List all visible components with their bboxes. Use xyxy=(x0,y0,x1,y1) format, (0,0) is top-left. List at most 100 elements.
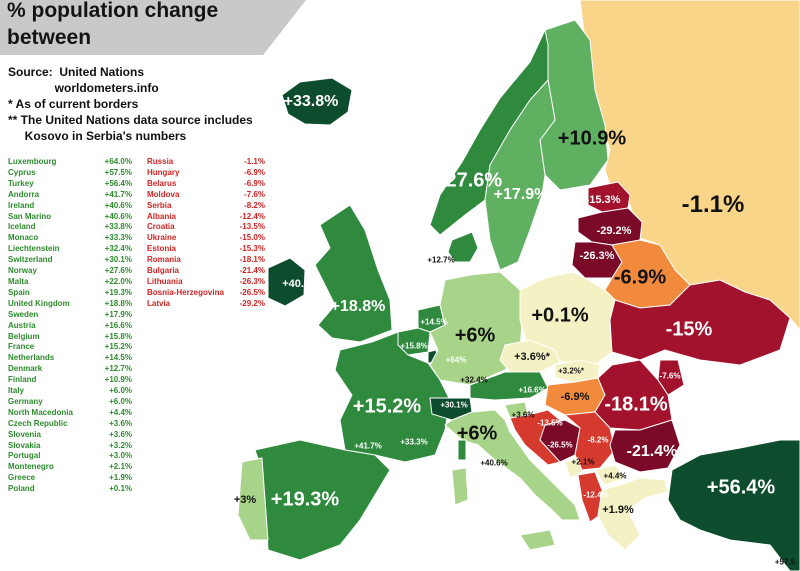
label-hungary: -6.9% xyxy=(560,391,590,403)
greece-region xyxy=(597,477,669,551)
label-netherlands: +14.5% xyxy=(420,317,448,327)
label-france: +15.2% xyxy=(352,395,422,418)
legend-row: Russia -1.1% xyxy=(147,157,265,168)
legend-country: Iceland xyxy=(8,222,36,232)
legend-value: +4.4% xyxy=(109,407,132,417)
label-liechtenstein: +32.4% xyxy=(460,375,488,385)
legend-country: Ireland xyxy=(8,200,35,210)
legend-value: +64.0% xyxy=(104,157,132,166)
label-slovakia: +3.2%* xyxy=(557,366,585,376)
legend-country: Finland xyxy=(8,375,37,385)
legend-row: North Macedonia +4.4% xyxy=(8,408,132,419)
label-italy: +6% xyxy=(456,422,498,445)
legend-country: Lithuania xyxy=(147,276,183,286)
legend-row: Czech Republic +3.6% xyxy=(8,419,132,430)
legend-value: +40.6% xyxy=(104,200,132,210)
legend-row: Hungary -6.9% xyxy=(147,168,265,179)
legend-country: Sweden xyxy=(8,309,39,319)
legend-value: +15.2% xyxy=(104,342,132,352)
montenegro-region xyxy=(564,457,583,479)
macedonia-region xyxy=(594,464,626,486)
legend-row: Monaco +33.3% xyxy=(8,233,132,244)
legend-row: San Marino +40.6% xyxy=(8,212,132,223)
legend-row: Portugal +3.0% xyxy=(8,451,132,462)
legend-country: Germany xyxy=(8,396,43,406)
legend-row: Montenegro +2.1% xyxy=(8,462,132,473)
legend-value: +12.7% xyxy=(104,364,132,374)
legend-row: Croatia -13.5% xyxy=(147,222,265,233)
turkey-region xyxy=(667,439,800,571)
legend-row: Luxembourg +64.0% xyxy=(8,157,132,168)
legend-country: Romania xyxy=(147,255,181,265)
portugal-region xyxy=(237,457,269,541)
legend-row: Liechtenstein +32.4% xyxy=(8,244,132,255)
legend-row: Latvia -29.2% xyxy=(147,299,265,310)
legend-value: +56.4% xyxy=(104,178,132,188)
legend-country: Serbia xyxy=(147,200,172,210)
legend-value: +40.6% xyxy=(104,211,132,221)
label-norway: +27.6% xyxy=(433,169,503,192)
legend-country: Luxembourg xyxy=(8,157,57,166)
legend-country: Hungary xyxy=(147,167,180,177)
legend-country: Cyprus xyxy=(8,167,36,177)
legend-row: Belgium +15.8% xyxy=(8,332,132,343)
legend-row: Slovakia +3.2% xyxy=(8,441,132,452)
label-luxembourg: +64% xyxy=(445,355,467,365)
legend-country: Czech Republic xyxy=(8,418,68,428)
legend-value: +33.8% xyxy=(104,222,132,232)
label-monaco: +33.3% xyxy=(400,437,428,447)
source-line-2: worldometers.info xyxy=(8,81,159,95)
legend-value: +32.4% xyxy=(104,244,132,254)
legend-value: +6.0% xyxy=(109,396,132,406)
legend-country: Turkey xyxy=(8,178,34,188)
label-poland: +0.1% xyxy=(531,304,589,327)
legend-row: Romania -18.1% xyxy=(147,255,265,266)
legend-value: +16.6% xyxy=(104,320,132,330)
legend-row: Poland +0.1% xyxy=(8,484,132,495)
label-serbia: -8.2% xyxy=(587,435,609,445)
label-germany: +6% xyxy=(454,324,496,347)
legend-country: Denmark xyxy=(8,364,43,374)
legend-country: Ukraine xyxy=(147,233,177,243)
label-sweden: +17.9% xyxy=(493,186,549,203)
legend-country: Moldova xyxy=(147,189,180,199)
legend-value: -6.9% xyxy=(244,167,265,177)
label-sanmarino: +40.6% xyxy=(480,458,508,468)
label-lithuania: -26.3% xyxy=(579,250,615,262)
label-switzerland: +30.1% xyxy=(440,400,468,410)
legend-country: Austria xyxy=(8,320,36,330)
label-iceland: +33.8% xyxy=(283,93,339,110)
legend-country: Liechtenstein xyxy=(8,244,60,254)
label-finland: +10.9% xyxy=(557,127,627,150)
legend-country: Estonia xyxy=(147,244,176,254)
label-montenegro: +2.1% xyxy=(571,457,595,467)
legend-row: Turkey +56.4% xyxy=(8,179,132,190)
legend-country: Slovenia xyxy=(8,429,41,439)
label-albania: -12.4% xyxy=(583,490,609,500)
legend-value: +2.1% xyxy=(109,462,132,472)
uk-region xyxy=(314,204,393,343)
legend-country: Malta xyxy=(8,276,29,286)
legend-value: +19.3% xyxy=(104,287,132,297)
label-estonia: -15.3% xyxy=(585,194,621,206)
sicily-region xyxy=(519,529,556,551)
label-macedonia: +4.4% xyxy=(603,471,627,481)
label-turkey: +56.4% xyxy=(706,476,776,499)
legend-row: Germany +6.0% xyxy=(8,397,132,408)
legend-row: Ireland +40.6% xyxy=(8,201,132,212)
legend-country: Norway xyxy=(8,266,37,276)
legend-row: Finland +10.9% xyxy=(8,375,132,386)
ireland-region xyxy=(267,257,306,307)
legend-row: Cyprus +57.5% xyxy=(8,168,132,179)
label-portugal: +3% xyxy=(233,494,257,506)
label-ireland: +40.6% xyxy=(282,278,320,290)
legend-country: Portugal xyxy=(8,451,41,461)
label-cyprus: +57.5 xyxy=(774,557,796,567)
legend-value: +1.9% xyxy=(109,473,132,483)
legend-country: Poland xyxy=(8,484,35,494)
label-spain: +19.3% xyxy=(270,488,340,511)
austria-region xyxy=(469,371,549,401)
note-kosovo-1: ** The United Nations data source includ… xyxy=(8,113,253,127)
legend-row: Serbia -8.2% xyxy=(147,201,265,212)
